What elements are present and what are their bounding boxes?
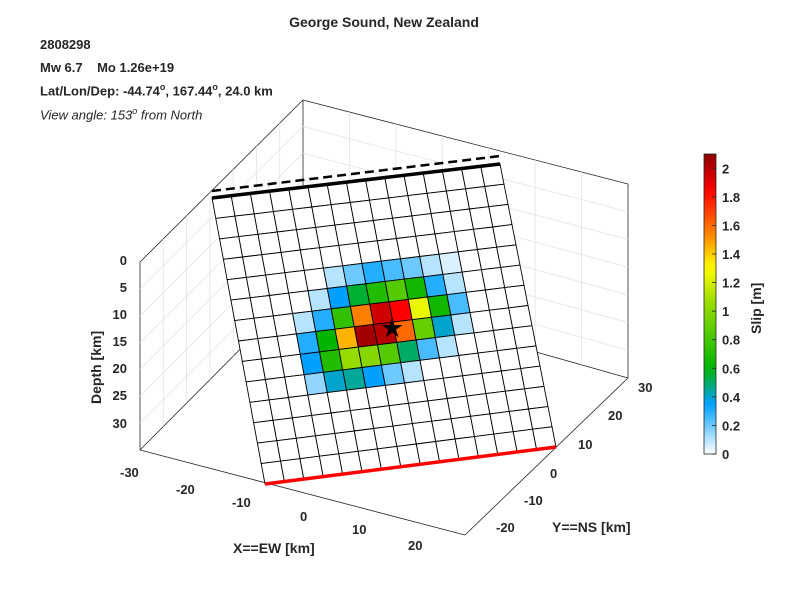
y-tick-label: 0 [550,466,557,481]
mo-label: Mo 1.26e+19 [97,60,175,75]
colorbar-tick-label: 1.6 [722,218,740,233]
location-lat: Lat/Lon/Dep: -44.74 [40,83,160,99]
x-tick-label: -30 [120,465,139,480]
colorbar-tick-label: 1 [722,304,729,319]
axes-box-edge [464,377,629,536]
z-tick-label: 15 [113,334,127,349]
x-tick-label: 0 [300,509,307,524]
fault-top-edge [211,162,501,200]
chart-title: George Sound, New Zealand [289,14,479,30]
degree-mark: o [159,82,166,92]
location-lon: , 167.44 [165,83,213,99]
y-tick-labels: -20 -10 0 10 20 30 [496,380,652,535]
degree-mark: o [132,106,138,116]
fault-cell [524,385,549,410]
y-tick-label: 30 [638,380,652,395]
x-tick-label: -10 [232,495,251,510]
surface-trace-dashed [211,154,501,193]
y-tick-label: -10 [524,493,543,508]
z-tick-label: 30 [113,416,127,431]
fault-cell [520,365,545,390]
colorbar-tick-label: 0.8 [722,333,740,348]
fault-cell [488,203,513,228]
degree-mark: o [212,82,218,92]
location-line: Lat/Lon/Dep: -44.74o, 167.44o, 24.0 km [40,82,273,98]
x-tick-labels: -30 -20 -10 0 10 20 [120,465,422,553]
mw-label: Mw 6.7 [40,60,83,75]
fault-cell [504,284,529,309]
z-tick-label: 20 [113,361,127,376]
colorbar-tick-label: 0.2 [722,418,740,433]
z-tick-label: 10 [113,307,127,322]
fault-slip-grid [211,163,557,485]
event-id: 2808298 [40,37,91,52]
view-angle-line: View angle: 153o from North [40,106,202,122]
axes-box-edge [139,449,466,536]
magnitude-line: Mw 6.7 Mo 1.26e+19 [40,60,174,75]
z-tick-labels: 0 5 10 15 20 25 30 [113,253,127,431]
fault-cell [500,264,525,289]
z-tick-label: 25 [113,388,127,403]
view-angle-text: View angle: 153 [40,107,133,123]
location-depth: , 24.0 km [217,83,273,99]
z-tick-label: 0 [120,253,127,268]
fault-cell [528,406,553,430]
y-axis-label: Y==NS [km] [552,519,631,535]
hypocenter-marker [381,317,403,338]
y-tick-label: 10 [578,437,592,452]
y-tick-label: -20 [496,520,515,535]
z-axis-label: Depth [km] [88,331,104,404]
colorbar-tick-label: 2 [722,161,729,176]
view-angle-suffix: from North [137,107,203,123]
fault-cell [496,244,521,268]
fault-cell [492,224,517,248]
x-axis-label: X==EW [km] [233,540,315,556]
fault-edges [211,154,557,486]
fault-cell [516,345,541,370]
axes-box-edge [139,99,304,263]
x-tick-label: 20 [408,538,422,553]
colorbar-bar [703,153,717,455]
colorbar-tick-label: 0 [722,447,729,462]
colorbar: 0 0.2 0.4 0.6 0.8 1 1.2 1.4 1.6 1.8 2 [703,153,741,462]
y-tick-label: 20 [608,408,622,423]
colorbar-tick-label: 1.4 [722,247,741,262]
fault-cell [508,305,533,329]
fault-cell [484,183,509,208]
colorbar-tick-label: 0.6 [722,361,740,376]
colorbar-tick-label: 1.8 [722,190,740,205]
colorbar-tick-label: 0.4 [722,390,741,405]
fault-bottom-edge [264,445,557,486]
fault-cell [512,325,537,349]
colorbar-tick-label: 1.2 [722,276,740,291]
x-tick-label: -20 [176,482,195,497]
hypocenter-star [381,317,403,338]
axes-box-edge [302,99,629,185]
colorbar-label: Slip [m] [748,283,764,334]
x-tick-label: 10 [352,522,366,537]
z-tick-label: 5 [120,280,127,295]
